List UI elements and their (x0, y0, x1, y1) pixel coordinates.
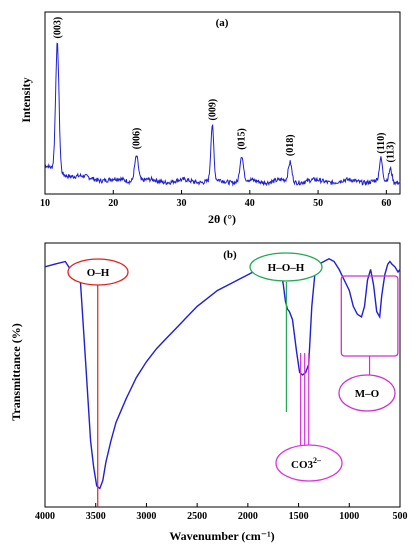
xrd-x-ticks: 10 20 30 40 50 60 (40, 190, 391, 209)
hoh-label: H–O–H (268, 262, 305, 274)
ftir-x-tick-label: 3500 (86, 511, 106, 522)
ftir-chart: (b) Transmittance (%) Wavenumber (cm⁻¹) … (9, 242, 408, 543)
co3-marker-lines (300, 353, 310, 446)
co3-annotation: CO32– (275, 353, 343, 482)
xrd-x-tick-label: 20 (108, 198, 118, 209)
co3-label-main: CO3 (291, 459, 314, 471)
ftir-panel-label: (b) (223, 249, 237, 261)
xrd-x-tick-label: 30 (177, 198, 187, 209)
xrd-peak-labels: (003) (006) (009) (015) (018) (110)(113) (52, 17, 396, 163)
mo-region-box (340, 275, 399, 357)
ftir-x-ticks: 4000 3500 3000 2500 2000 1500 1000 500 (35, 503, 408, 522)
xrd-y-axis-label: Intensity (19, 77, 33, 122)
xrd-x-tick-label: 50 (313, 198, 323, 209)
ftir-plot-frame (44, 242, 401, 508)
xrd-panel-label: (a) (216, 17, 229, 29)
oh-label-ellipse (67, 258, 129, 286)
xrd-peak-label: (006) (132, 128, 143, 150)
xrd-peak-label: (113) (385, 141, 396, 162)
xrd-chart: (a) Intensity 2θ (°) 10 20 30 40 50 60 (003)(… (19, 11, 401, 226)
mo-annotation: M–O (338, 275, 399, 412)
oh-annotation: O–H (67, 258, 129, 507)
xrd-peak-label: (003) (52, 17, 63, 39)
ftir-x-tick-label: 2500 (187, 511, 207, 522)
co3-label: CO32– (291, 456, 322, 471)
ftir-x-tick-label: 2000 (238, 511, 258, 522)
xrd-peak-label: (018) (285, 134, 296, 156)
ftir-x-tick-label: 500 (393, 511, 408, 522)
oh-label: O–H (87, 267, 110, 279)
mo-label: M–O (355, 388, 380, 400)
ftir-x-tick-label: 3000 (136, 511, 156, 522)
hoh-annotation: H–O–H (249, 252, 323, 412)
xrd-x-axis-label: 2θ (°) (208, 212, 236, 226)
xrd-peak-label: (015) (237, 128, 248, 150)
xrd-series-line (44, 42, 401, 187)
xrd-peak-label: (009) (207, 99, 218, 121)
xrd-x-tick-label: 10 (40, 198, 50, 209)
mo-label-ellipse (338, 374, 396, 412)
ftir-x-tick-label: 1000 (339, 511, 359, 522)
xrd-peak-label: (110) (376, 132, 387, 153)
xrd-x-tick-label: 60 (381, 198, 391, 209)
ftir-x-axis-label: Wavenumber (cm⁻¹) (169, 529, 274, 543)
hoh-label-ellipse (249, 252, 323, 282)
xrd-plot-frame (44, 11, 401, 195)
ftir-x-tick-label: 4000 (35, 511, 55, 522)
ftir-x-tick-label: 1500 (289, 511, 309, 522)
co3-label-superscript: 2– (313, 456, 322, 465)
ftir-y-axis-label: Transmittance (%) (9, 323, 23, 420)
xrd-x-tick-label: 40 (245, 198, 255, 209)
co3-label-ellipse (275, 444, 343, 482)
